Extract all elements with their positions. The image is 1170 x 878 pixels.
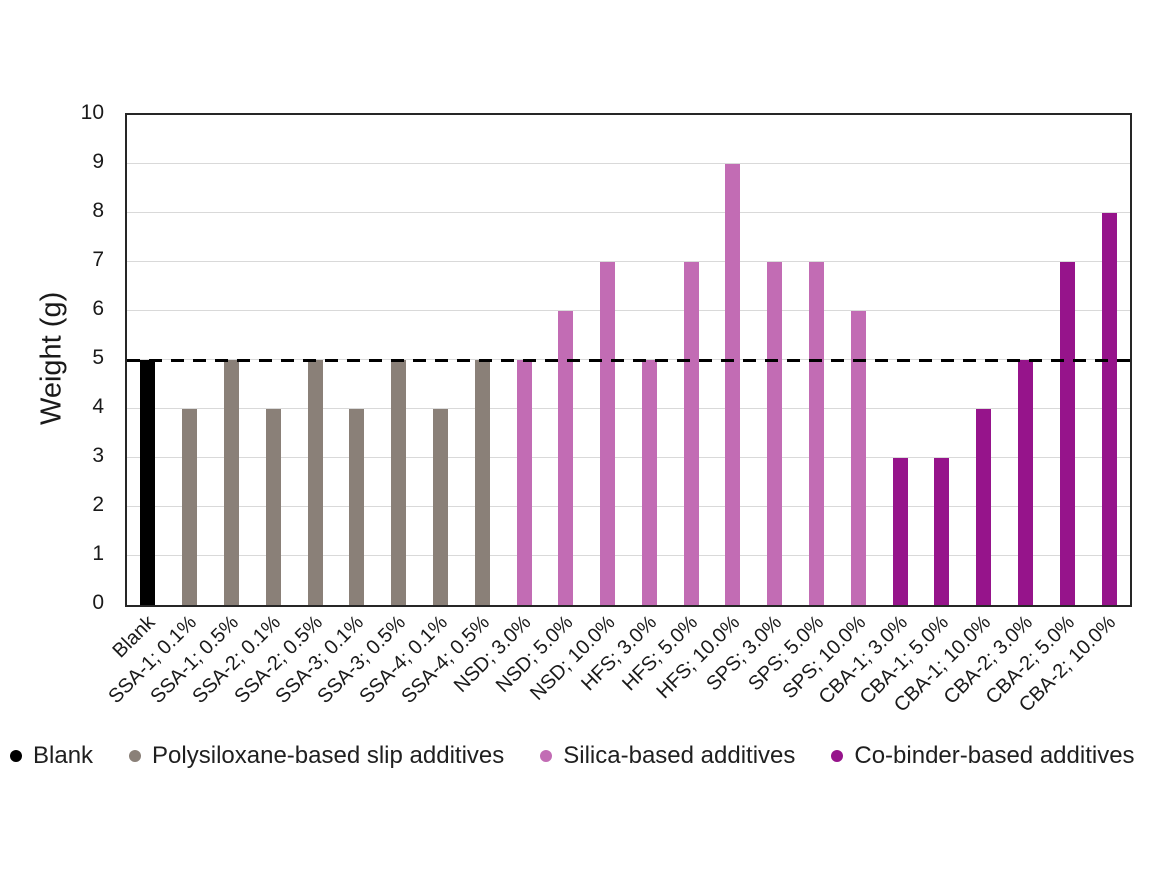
y-tick-label: 2 <box>92 493 104 516</box>
x-tick-label: SPS; 3.0% <box>702 611 787 696</box>
x-tick-label: CBA-2; 10.0% <box>1015 611 1121 717</box>
legend-item-silica: Silica-based additives <box>540 742 795 770</box>
legend-label-blank: Blank <box>33 742 94 769</box>
legend-item-polysiloxane: Polysiloxane-based slip additives <box>129 742 504 770</box>
x-tick-label: CBA-1; 5.0% <box>856 611 954 709</box>
bar-polysiloxane <box>349 409 365 605</box>
x-tick-label: SSA-2; 0.1% <box>188 611 285 708</box>
x-tick-label: NSD; 5.0% <box>491 611 578 697</box>
legend-label-cobinder: Co-binder-based additives <box>854 742 1135 769</box>
x-tick-label: SPS; 5.0% <box>744 611 828 696</box>
x-tick-label: SSA-1; 0.1% <box>104 611 202 708</box>
gridline <box>127 310 1130 311</box>
legend-item-blank: Blank <box>10 742 93 770</box>
bar-cobinder <box>976 409 992 605</box>
legend-label-silica: Silica-based additives <box>563 742 796 769</box>
y-tick-label: 9 <box>92 150 104 173</box>
y-tick-label: 0 <box>92 591 104 614</box>
legend-marker-silica-icon <box>540 750 553 762</box>
bar-silica <box>641 360 657 605</box>
x-tick-label: SSA-2; 0.5% <box>229 611 327 708</box>
x-tick-label: NSD; 10.0% <box>525 611 620 705</box>
x-tick-label: SSA-4; 0.5% <box>397 611 494 708</box>
reference-line-5g <box>127 358 1130 362</box>
bar-cobinder <box>934 458 950 605</box>
bar-polysiloxane <box>474 360 490 605</box>
gridline <box>127 212 1130 213</box>
gridline <box>127 163 1130 164</box>
x-tick-label: CBA-2; 5.0% <box>981 611 1079 709</box>
bar-silica <box>600 262 616 605</box>
gridline <box>127 555 1130 556</box>
gridline <box>127 408 1130 409</box>
y-tick-label: 6 <box>92 297 104 320</box>
bar-cobinder <box>1018 360 1034 605</box>
bar-cobinder <box>1059 262 1075 605</box>
x-tick-label: HFS; 3.0% <box>576 611 661 696</box>
bar-polysiloxane <box>391 360 407 605</box>
bar-polysiloxane <box>223 360 239 605</box>
y-tick-label: 3 <box>92 444 104 467</box>
legend-marker-blank-icon <box>10 750 22 762</box>
legend-item-cobinder: Co-binder-based additives <box>831 742 1135 770</box>
y-axis-tick-labels: 0 1 2 3 4 5 6 7 8 9 10 <box>0 101 104 614</box>
bar-silica <box>767 262 783 605</box>
y-tick-label: 4 <box>92 395 104 418</box>
x-tick-label: HFS; 5.0% <box>618 611 703 696</box>
x-tick-label: SSA-3; 0.5% <box>313 611 411 708</box>
x-tick-label: SSA-4; 0.1% <box>355 611 452 708</box>
y-tick-label: 5 <box>92 346 104 369</box>
bar-blank <box>140 360 156 605</box>
bar-silica <box>558 311 574 605</box>
bar-silica <box>809 262 825 605</box>
x-tick-label: CBA-1; 10.0% <box>889 611 996 717</box>
x-tick-label: SPS; 10.0% <box>777 611 870 704</box>
plot-area <box>125 113 1132 607</box>
x-tick-label: CBA-2; 3.0% <box>939 611 1037 709</box>
bar-polysiloxane <box>432 409 448 605</box>
bar-polysiloxane <box>265 409 281 605</box>
x-tick-label: CBA-1; 3.0% <box>814 611 912 709</box>
bar-silica <box>683 262 699 605</box>
bar-cobinder <box>892 458 908 605</box>
x-tick-label: Blank <box>108 611 160 663</box>
bar-silica <box>850 311 866 605</box>
bar-polysiloxane <box>307 360 323 605</box>
legend-marker-polysiloxane-icon <box>129 750 142 762</box>
x-tick-label: HFS; 10.0% <box>652 611 745 704</box>
gridline <box>127 457 1130 458</box>
y-tick-label: 8 <box>92 199 104 222</box>
bar-polysiloxane <box>182 409 198 605</box>
y-tick-label: 10 <box>80 101 104 124</box>
bar-cobinder <box>1101 213 1117 605</box>
gridline <box>127 506 1130 507</box>
y-tick-label: 7 <box>92 248 104 271</box>
y-tick-label: 1 <box>92 542 104 565</box>
legend: Blank Polysiloxane-based slip additives … <box>10 742 1166 770</box>
legend-marker-cobinder-icon <box>831 750 844 762</box>
gridline <box>127 261 1130 262</box>
legend-label-polysiloxane: Polysiloxane-based slip additives <box>152 742 505 769</box>
x-tick-label: SSA-3; 0.1% <box>271 611 369 708</box>
x-tick-label: SSA-1; 0.5% <box>146 611 243 708</box>
bar-silica <box>516 360 532 605</box>
x-tick-label: NSD; 3.0% <box>449 611 536 697</box>
bar-silica <box>725 164 741 605</box>
